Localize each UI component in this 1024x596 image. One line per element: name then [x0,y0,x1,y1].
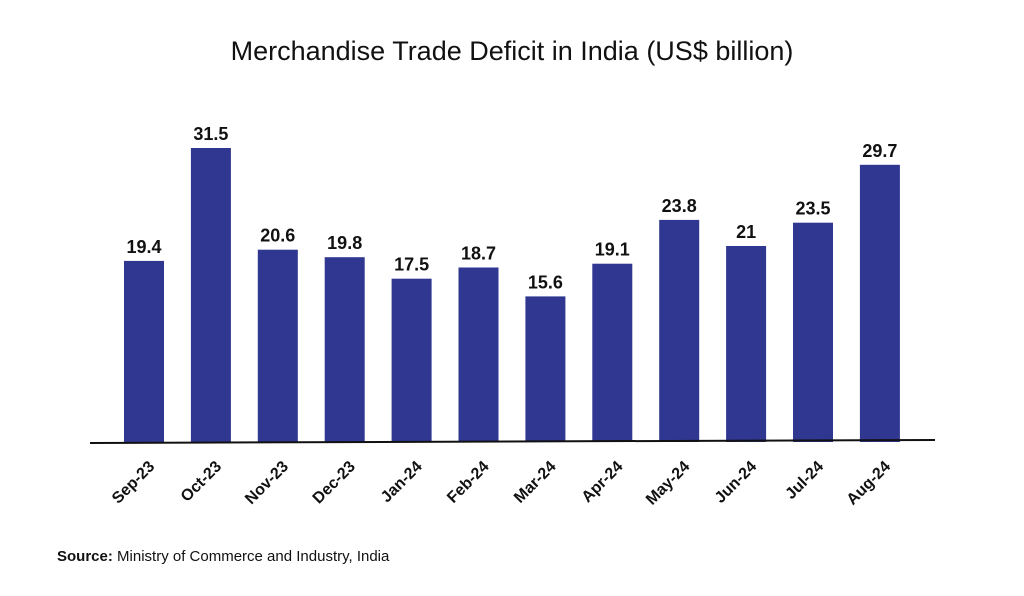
value-label: 19.8 [327,233,362,253]
x-tick-label: Nov-23 [242,458,292,508]
source-note: Source: Ministry of Commerce and Industr… [57,548,389,565]
x-tick-label: Sep-23 [109,458,158,507]
x-tick-label: Jan-24 [378,458,426,506]
bars-layer [124,148,900,443]
bar-Apr-24 [592,263,633,442]
x-tick-labels-layer: Sep-23 Oct-23 Nov-23 Dec-23 Jan-24 Feb-24 Mar-… [109,458,894,508]
x-tick-label: Jun-24 [712,458,761,507]
value-labels-layer: 19.4 31.5 20.6 19.8 17.5 18.7 15.6 19.1 23.8 21 23… [126,124,897,292]
bar-Sep-23 [124,260,164,442]
bar-Jan-24 [391,278,432,442]
bar-Aug-24 [859,164,900,443]
source-text: Ministry of Commerce and Industry, India [112,548,390,565]
bar-Oct-23 [190,148,231,442]
bar-Nov-23 [257,249,298,442]
value-label: 19.4 [126,237,161,257]
value-label: 23.5 [795,199,830,219]
x-tick-label: Apr-24 [579,458,627,506]
value-label: 23.8 [662,196,697,216]
value-label: 19.1 [595,240,630,260]
value-label: 15.6 [528,272,563,292]
source-label: Source: [57,548,113,565]
x-tick-label: May-24 [643,458,693,508]
x-axis-line [89,439,936,444]
x-tick-label: Oct-23 [178,458,225,505]
bar-Jul-24 [793,222,833,442]
x-tick-label: Aug-24 [844,458,894,508]
bar-Dec-23 [324,257,365,442]
value-label: 31.5 [193,124,228,144]
chart-title: Merchandise Trade Deficit in India (US$ … [230,36,794,66]
bar-May-24 [659,219,700,442]
value-label: 17.5 [394,255,429,275]
x-tick-label: Mar-24 [511,458,560,507]
value-label: 20.6 [260,226,295,246]
bar-Feb-24 [458,267,499,442]
x-tick-label: Jul-24 [782,458,827,503]
x-tick-label: Dec-23 [310,458,359,507]
value-label: 29.7 [862,141,897,161]
value-label: 18.7 [461,244,496,264]
bar-Mar-24 [525,296,566,442]
value-label: 21 [736,222,756,242]
x-tick-label: Feb-24 [444,458,493,507]
bar-Jun-24 [726,246,767,442]
